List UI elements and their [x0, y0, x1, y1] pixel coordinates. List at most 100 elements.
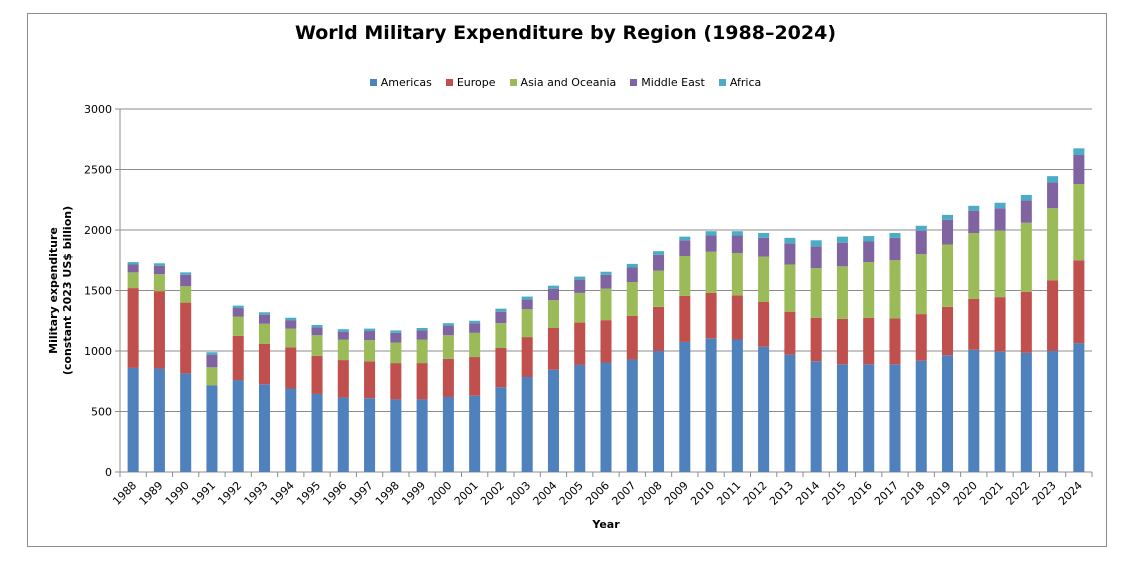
legend-item: Asia and Oceania	[509, 76, 616, 89]
x-tick-label: 1993	[242, 479, 271, 508]
y-tick-label: 0	[105, 466, 112, 479]
bar-africa	[232, 305, 244, 309]
y-axis-title-line1: Military expenditure	[47, 227, 60, 354]
bar-americas	[758, 346, 770, 472]
bar-asia-and-oceania	[258, 323, 271, 344]
bar-americas	[180, 373, 192, 472]
bar-europe	[679, 295, 691, 342]
y-axis-title-line2: (constant 2023 US$ billion)	[61, 206, 74, 375]
bar-europe	[285, 347, 297, 389]
bar-asia-and-oceania	[469, 332, 481, 358]
bar-asia-and-oceania	[784, 264, 796, 312]
bar-middle-east	[731, 235, 743, 253]
y-tick-label: 500	[91, 406, 112, 419]
bar-americas	[206, 385, 218, 472]
bar-europe	[416, 363, 428, 400]
bar-americas	[1073, 343, 1085, 472]
bar-africa	[495, 308, 507, 312]
bar-americas	[810, 361, 822, 472]
bar-asia-and-oceania	[495, 323, 507, 348]
bar-asia-and-oceania	[337, 339, 349, 361]
x-tick-label: 2003	[504, 479, 533, 508]
x-tick-label: 2017	[872, 479, 901, 508]
bar-africa	[311, 324, 323, 328]
bar-middle-east	[810, 246, 822, 269]
bar-middle-east	[994, 208, 1006, 231]
bar-europe	[127, 288, 139, 368]
bar-africa	[941, 214, 954, 220]
bar-middle-east	[758, 237, 770, 257]
bar-europe	[758, 301, 770, 347]
x-tick-label: 1988	[110, 479, 139, 508]
x-tick-label: 2005	[557, 479, 586, 508]
bar-americas	[679, 341, 691, 472]
legend-swatch	[369, 79, 377, 86]
bar-americas	[574, 364, 586, 472]
bar-europe	[311, 355, 323, 394]
bar-middle-east	[1073, 154, 1085, 185]
bar-europe	[232, 335, 244, 381]
legend-swatch	[718, 79, 726, 86]
bar-africa	[469, 320, 481, 324]
bar-africa	[206, 352, 218, 355]
legend-label: Europe	[456, 76, 496, 89]
x-tick-label: 2021	[977, 479, 1006, 508]
x-tick-label: 1995	[294, 479, 323, 508]
bar-middle-east	[653, 254, 665, 271]
bar-middle-east	[469, 323, 481, 333]
bar-asia-and-oceania	[994, 230, 1006, 298]
bar-americas	[547, 369, 559, 472]
x-tick-label: 2023	[1030, 479, 1059, 508]
bar-europe	[153, 291, 165, 369]
bar-americas	[232, 380, 244, 472]
legend-item: Africa	[718, 76, 761, 89]
bar-asia-and-oceania	[127, 272, 139, 289]
bar-africa	[258, 312, 271, 315]
bar-americas	[731, 339, 743, 472]
bar-africa	[705, 231, 717, 236]
bar-asia-and-oceania	[941, 244, 954, 307]
x-tick-label: 2014	[793, 479, 822, 508]
x-tick-label: 1991	[189, 479, 218, 508]
bar-asia-and-oceania	[731, 252, 743, 296]
bar-africa	[337, 329, 349, 332]
x-tick-label: 2013	[767, 479, 796, 508]
bar-americas	[390, 399, 402, 472]
bar-asia-and-oceania	[1047, 208, 1059, 281]
bar-asia-and-oceania	[705, 251, 717, 293]
bar-europe	[626, 315, 638, 360]
bar-middle-east	[547, 288, 559, 301]
bar-middle-east	[442, 325, 454, 336]
bar-europe	[653, 306, 665, 351]
x-tick-label: 2011	[714, 479, 743, 508]
bar-asia-and-oceania	[285, 328, 297, 348]
bar-europe	[1047, 280, 1059, 351]
bar-asia-and-oceania	[758, 256, 770, 302]
bar-africa	[600, 271, 612, 275]
x-tick-label: 1997	[347, 479, 376, 508]
bar-europe	[889, 318, 901, 365]
x-tick-label: 2024	[1056, 479, 1085, 508]
bar-europe	[469, 357, 481, 396]
bar-europe	[863, 317, 875, 365]
x-tick-label: 2006	[583, 479, 612, 508]
bar-europe	[600, 320, 612, 363]
bar-africa	[153, 263, 165, 266]
x-tick-label: 2012	[741, 479, 770, 508]
bar-middle-east	[285, 320, 297, 329]
bar-middle-east	[206, 354, 218, 368]
bar-asia-and-oceania	[915, 254, 927, 315]
bar-middle-east	[889, 237, 901, 261]
bar-asia-and-oceania	[889, 260, 901, 319]
bar-middle-east	[311, 327, 323, 336]
bar-asia-and-oceania	[442, 335, 454, 359]
bar-europe	[364, 361, 376, 399]
bar-africa	[994, 202, 1006, 209]
bar-middle-east	[258, 314, 271, 324]
bar-middle-east	[941, 219, 954, 245]
bar-americas	[915, 360, 927, 472]
x-tick-label: 2001	[452, 479, 481, 508]
legend-item: Americas	[369, 76, 432, 89]
bar-americas	[653, 351, 665, 472]
bar-americas	[258, 384, 271, 472]
